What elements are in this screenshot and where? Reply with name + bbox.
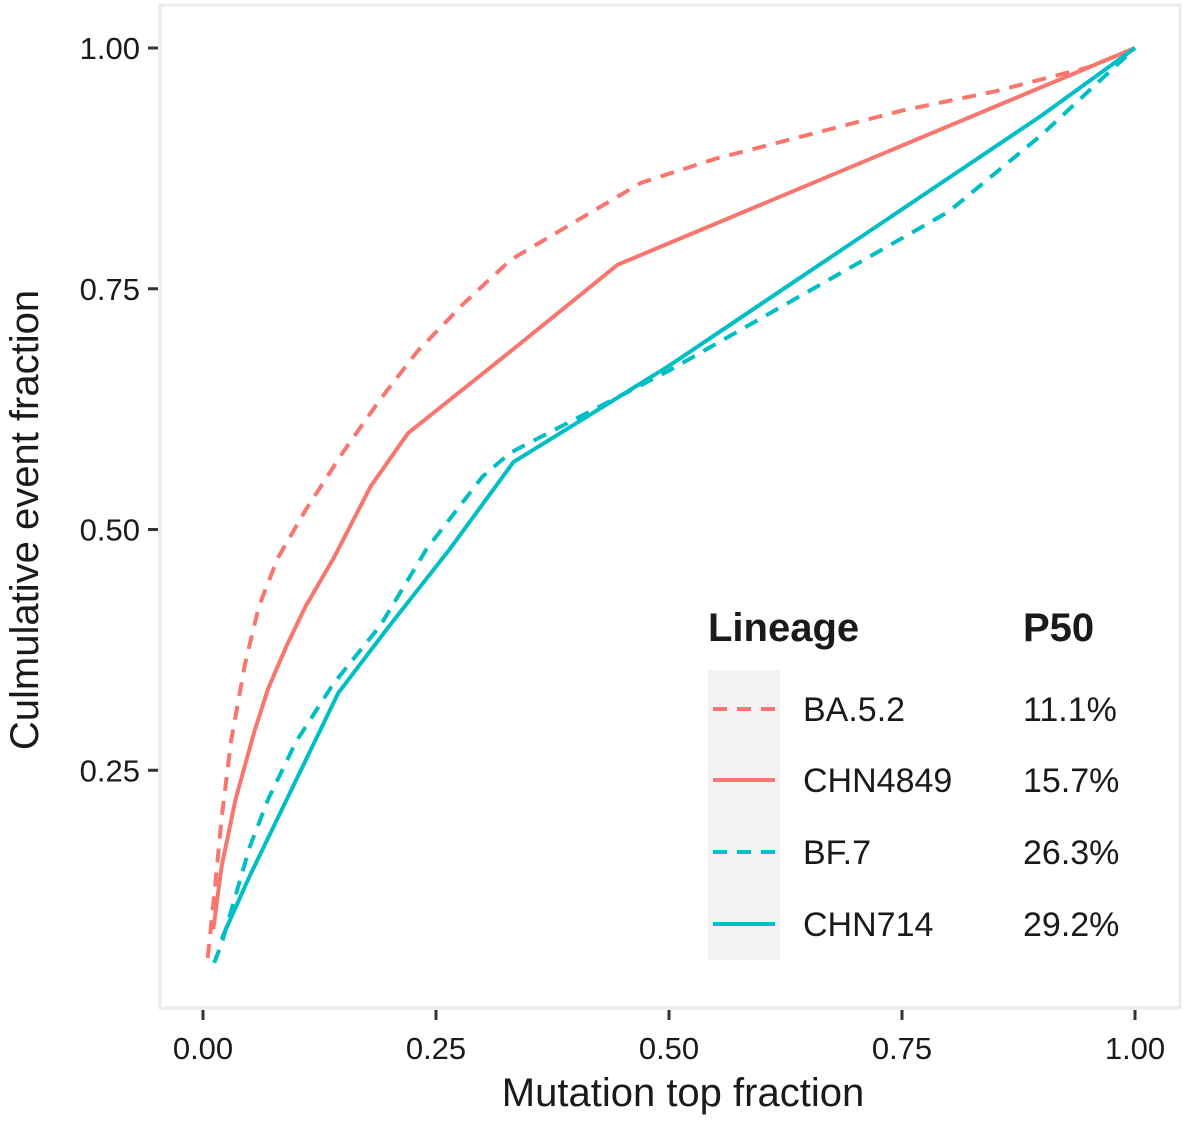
legend-p50-chn4849: 15.7% bbox=[1023, 762, 1119, 800]
legend-p50-bf-7: 26.3% bbox=[1023, 834, 1119, 872]
legend-label-chn4849: CHN4849 bbox=[803, 762, 952, 800]
y-tick-label: 0.50 bbox=[80, 513, 140, 548]
x-axis-title: Mutation top fraction bbox=[502, 1071, 864, 1115]
y-axis: 0.25 0.50 0.75 1.00 bbox=[80, 31, 158, 788]
series-line-chn4849 bbox=[211, 46, 1136, 930]
legend-p50-chn714: 29.2% bbox=[1023, 906, 1119, 944]
series-line-ba-5-2 bbox=[205, 46, 1136, 959]
legend-p50-ba-5-2: 11.1% bbox=[1023, 691, 1117, 729]
y-axis-title: Culmulative event fraction bbox=[3, 290, 47, 750]
legend-label-ba-5-2: BA.5.2 bbox=[803, 691, 905, 729]
y-tick-label: 1.00 bbox=[80, 31, 140, 66]
legend-item-chn4849: CHN4849 15.7% bbox=[713, 762, 1119, 800]
series-line-chn714 bbox=[219, 46, 1137, 940]
x-tick-label: 1.00 bbox=[1105, 1031, 1165, 1066]
x-tick-label: 0.25 bbox=[406, 1031, 466, 1066]
legend-label-bf-7: BF.7 bbox=[803, 834, 871, 872]
y-tick-label: 0.75 bbox=[80, 272, 140, 307]
legend-label-chn714: CHN714 bbox=[803, 906, 933, 944]
legend-item-chn714: CHN714 29.2% bbox=[713, 906, 1119, 944]
legend: Lineage P50 BA.5.2 11.1% CHN4849 15.7% BF.7 2… bbox=[708, 606, 1119, 960]
x-tick-label: 0.75 bbox=[872, 1031, 932, 1066]
x-tick-label: 0.00 bbox=[173, 1031, 233, 1066]
legend-key-background bbox=[708, 670, 780, 960]
series-layer bbox=[205, 46, 1137, 964]
legend-item-bf-7: BF.7 26.3% bbox=[713, 834, 1119, 872]
legend-items: BA.5.2 11.1% CHN4849 15.7% BF.7 26.3% CHN714 29… bbox=[713, 691, 1119, 944]
x-tick-label: 0.50 bbox=[639, 1031, 699, 1066]
legend-p50-header: P50 bbox=[1023, 606, 1094, 650]
legend-title: Lineage bbox=[708, 606, 859, 650]
x-axis: 0.00 0.25 0.50 0.75 1.00 bbox=[173, 1010, 1165, 1066]
series-line-bf-7 bbox=[212, 46, 1137, 964]
y-tick-label: 0.25 bbox=[80, 753, 140, 788]
legend-item-ba-5-2: BA.5.2 11.1% bbox=[713, 691, 1117, 729]
